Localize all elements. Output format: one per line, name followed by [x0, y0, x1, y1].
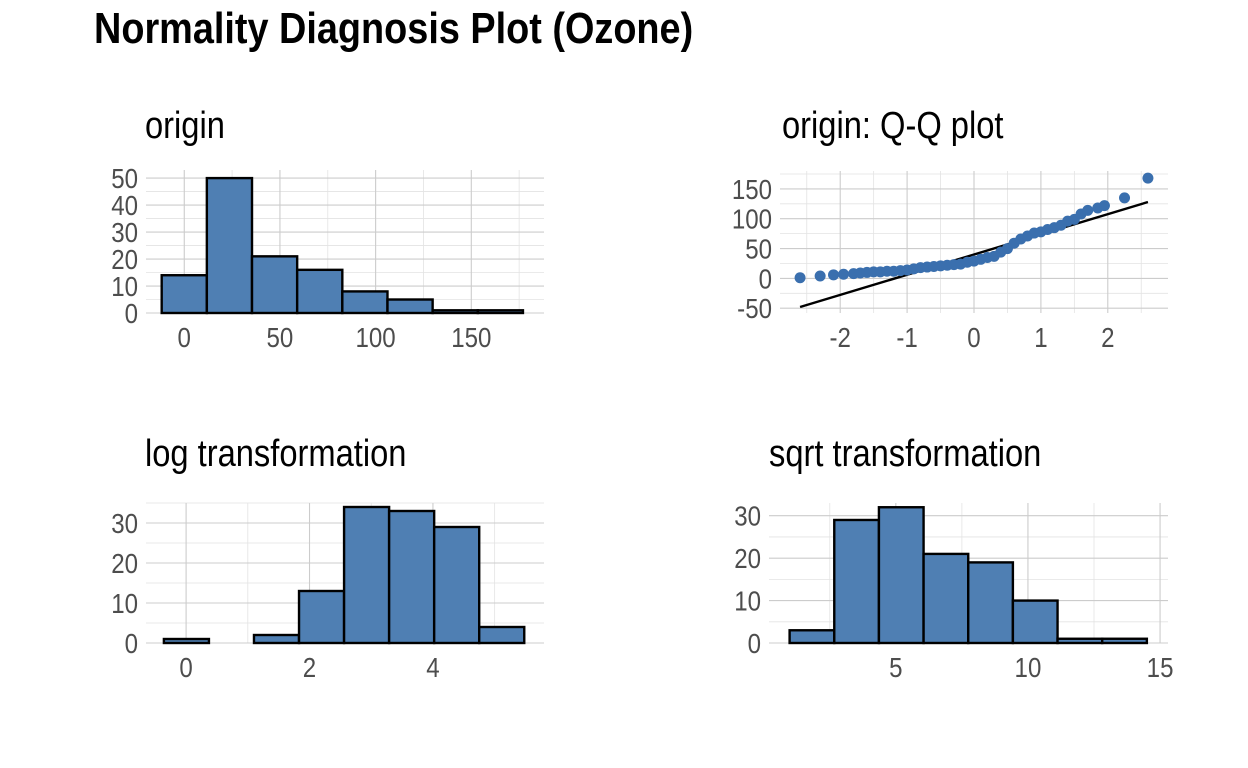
- histogram-bar: [250, 255, 299, 315]
- x-tick-label: 150: [451, 321, 491, 353]
- histogram-bar: [431, 309, 479, 315]
- histogram-bar: [386, 298, 434, 315]
- histogram-bar: [205, 176, 254, 315]
- y-tick-label: 150: [732, 173, 772, 205]
- histogram-bar: [788, 629, 836, 645]
- histogram-bar: [922, 552, 970, 645]
- y-tick-label: 10: [111, 587, 138, 619]
- panel-log-histogram: log transformation 0 2 4 0 10 20 30: [111, 432, 544, 683]
- histogram-bar: [162, 637, 211, 645]
- x-tick-label: 100: [356, 321, 396, 353]
- x-tick-label: 2: [303, 651, 316, 683]
- histogram-bar: [295, 268, 344, 315]
- x-tick-label: 15: [1147, 651, 1174, 683]
- panel-title: log transformation: [145, 432, 406, 475]
- qq-point: [1119, 192, 1131, 204]
- x-tick-label: -1: [896, 321, 917, 353]
- x-tick-label: 50: [267, 321, 294, 353]
- y-tick-label: 0: [125, 297, 138, 329]
- y-tick-label: 0: [748, 627, 761, 659]
- histogram-bar: [160, 274, 209, 315]
- y-tick-label: 20: [111, 243, 138, 275]
- y-tick-label: 100: [732, 203, 772, 235]
- histogram-bar: [342, 505, 391, 645]
- x-tick-label: 10: [1015, 651, 1042, 683]
- histogram-bar: [432, 525, 481, 645]
- y-tick-label: 30: [734, 500, 761, 532]
- y-tick-label: 50: [111, 162, 138, 194]
- x-tick-label: 0: [967, 321, 980, 353]
- qq-point: [828, 269, 840, 281]
- panel-title: sqrt transformation: [769, 432, 1041, 475]
- y-tick-label: 0: [125, 627, 138, 659]
- main-title: Normality Diagnosis Plot (Ozone): [94, 4, 694, 53]
- y-tick-label: 0: [759, 263, 772, 295]
- y-tick-label: 20: [734, 542, 761, 574]
- y-tick-label: 20: [111, 547, 138, 579]
- x-tick-label: 4: [426, 651, 439, 683]
- qq-point: [838, 268, 850, 280]
- x-tick-label: 0: [179, 651, 192, 683]
- histogram-bar: [833, 518, 881, 645]
- histogram-bar: [297, 589, 346, 645]
- x-tick-label: 2: [1101, 321, 1114, 353]
- x-tick-label: 5: [889, 651, 902, 683]
- qq-point: [794, 272, 806, 284]
- y-tick-label: 30: [111, 216, 138, 248]
- y-tick-label: 30: [111, 507, 138, 539]
- histogram-bar: [1101, 637, 1149, 645]
- y-tick-label: 10: [111, 270, 138, 302]
- histogram-bar: [1056, 637, 1104, 645]
- panel-title: origin: Q-Q plot: [782, 104, 1004, 147]
- y-tick-label: 50: [745, 233, 772, 265]
- histogram-bar: [478, 625, 526, 645]
- histogram-bar: [252, 633, 301, 645]
- histogram-bar: [387, 509, 436, 645]
- y-tick-label: 40: [111, 189, 138, 221]
- y-tick-label: -50: [737, 292, 772, 324]
- histogram-bar: [967, 561, 1015, 645]
- panel-title: origin: [145, 104, 225, 147]
- histogram-bar: [341, 290, 389, 315]
- x-tick-label: 0: [178, 321, 191, 353]
- qq-point: [814, 270, 826, 282]
- x-tick-label: 1: [1034, 321, 1047, 353]
- histogram-bar: [1011, 599, 1059, 645]
- qq-point: [1098, 200, 1110, 212]
- histogram-bar: [476, 309, 525, 315]
- qq-reference-line: [799, 200, 1149, 309]
- qq-point: [1142, 172, 1154, 184]
- histogram-bar: [877, 506, 925, 645]
- x-tick-label: -2: [830, 321, 851, 353]
- y-tick-label: 10: [734, 585, 761, 617]
- panel-sqrt-histogram: sqrt transformation 5 10 15 0 10 20 30: [734, 432, 1173, 684]
- qq-point: [1082, 204, 1094, 216]
